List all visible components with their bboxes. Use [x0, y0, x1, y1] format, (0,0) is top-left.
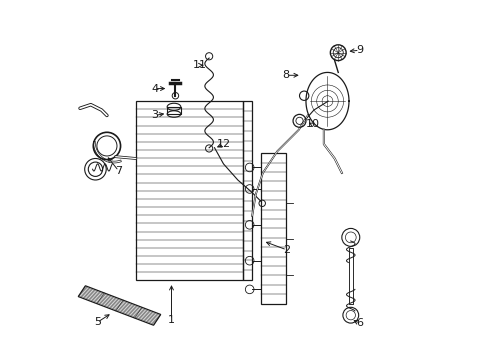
Text: 7: 7 — [115, 166, 122, 176]
Text: 5: 5 — [94, 318, 101, 327]
Text: 9: 9 — [356, 45, 363, 55]
Bar — [136, 101, 243, 280]
Text: 11: 11 — [193, 60, 206, 70]
Text: 2: 2 — [283, 245, 291, 255]
Bar — [261, 153, 286, 304]
Text: 1: 1 — [168, 315, 175, 325]
Text: 3: 3 — [151, 111, 158, 121]
Text: 12: 12 — [217, 139, 231, 149]
Text: 8: 8 — [283, 70, 290, 80]
Text: 10: 10 — [305, 120, 319, 129]
Text: 6: 6 — [356, 319, 363, 328]
Bar — [243, 101, 252, 280]
Text: 4: 4 — [151, 84, 158, 94]
Bar — [167, 107, 181, 114]
